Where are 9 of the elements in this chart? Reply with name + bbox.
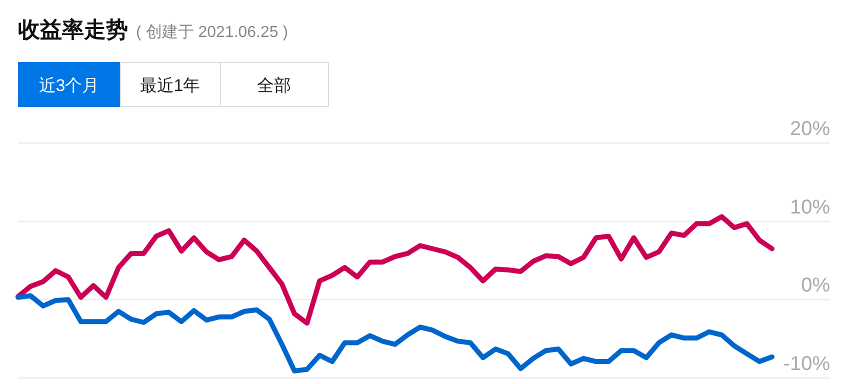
y-tick-label: -10% (783, 353, 830, 375)
chart-subtitle: ( 创建于 2021.06.25 ) (136, 23, 288, 41)
y-tick-label: 20% (790, 118, 830, 140)
text: 最近1年 (140, 76, 200, 95)
y-tick-label: 0% (801, 274, 830, 297)
text: 全部 (257, 76, 291, 95)
y-tick-label: 10% (790, 196, 830, 218)
text: 近3个月 (38, 76, 100, 95)
chart-title: 收益率走势 (18, 17, 128, 42)
